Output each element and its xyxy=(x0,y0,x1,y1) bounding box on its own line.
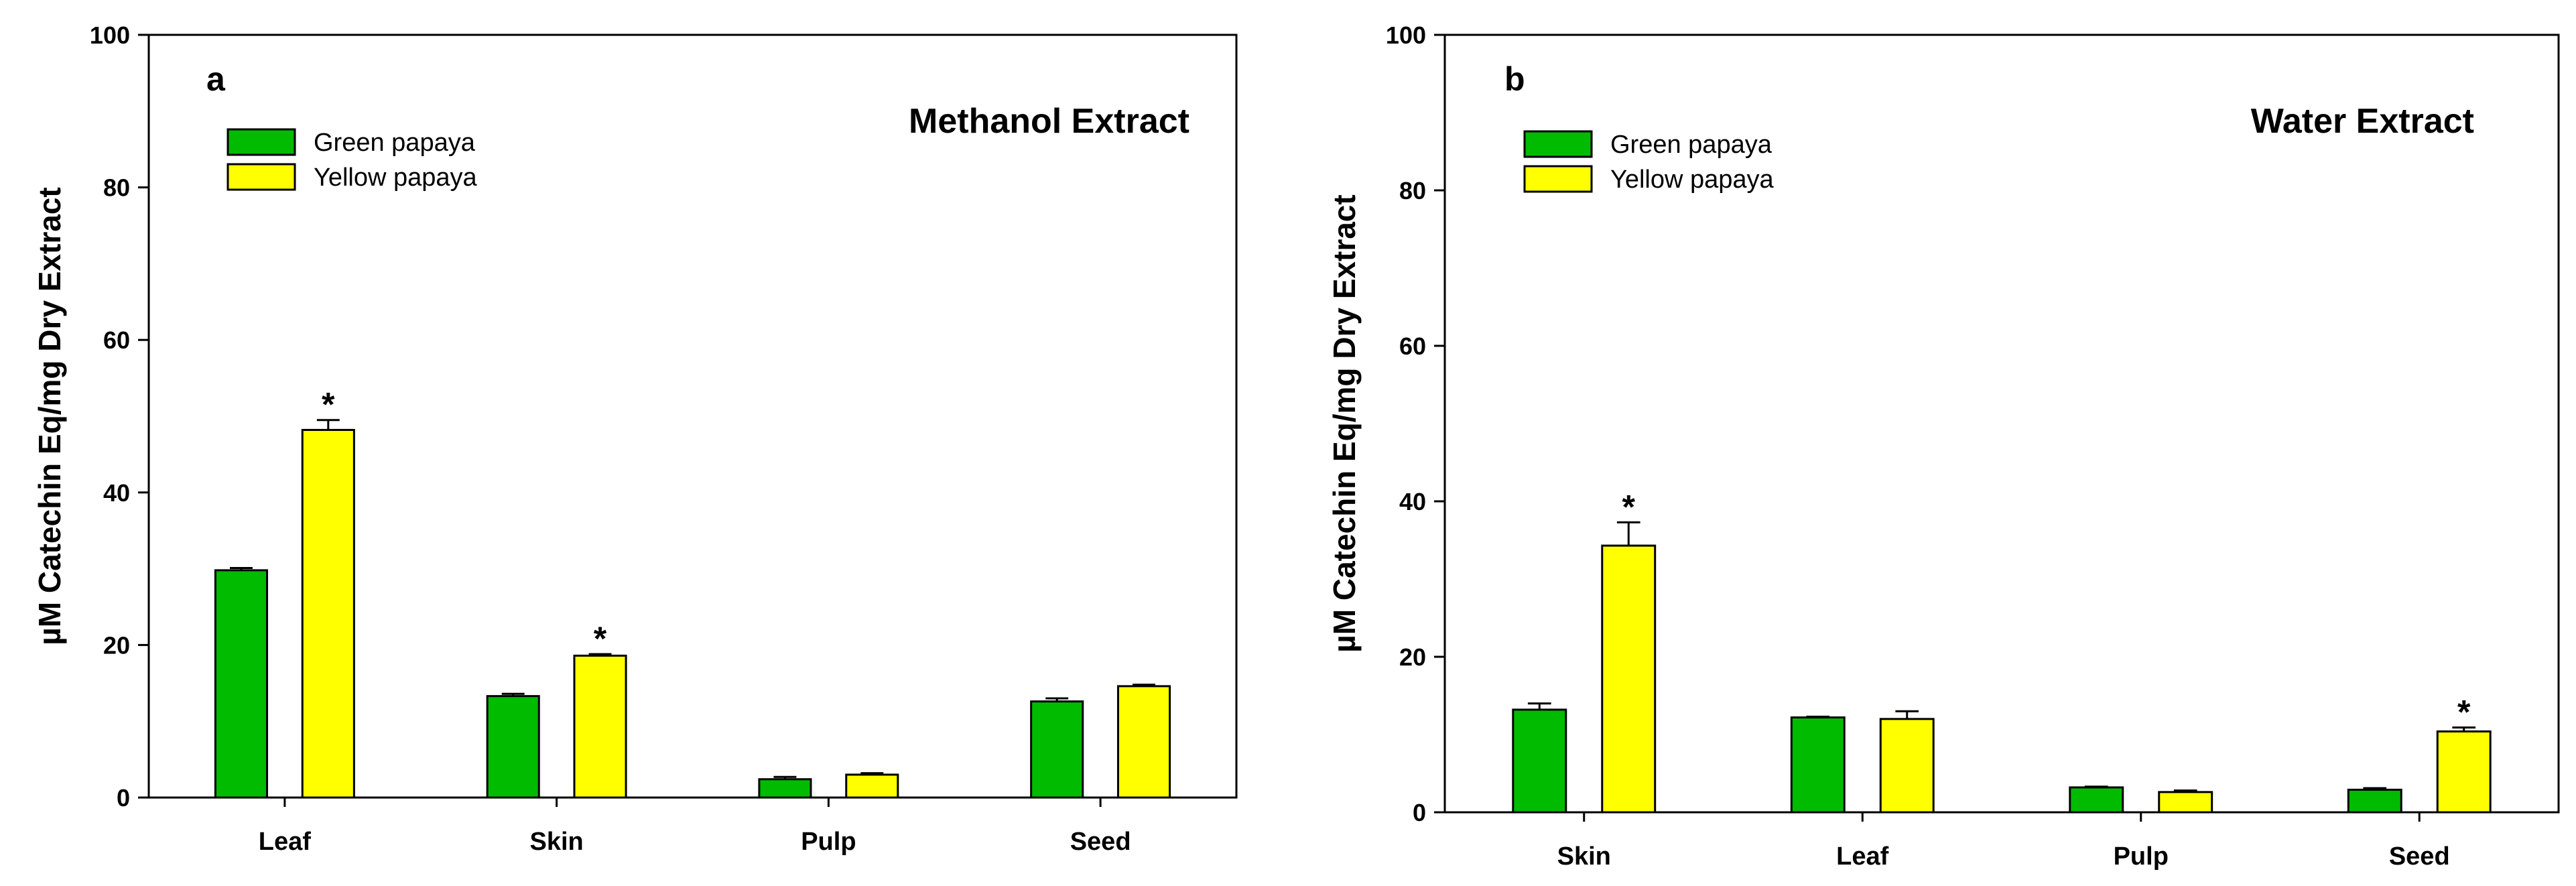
chart-panel-a: 0 20 40 60 80 100 µM Catechin Eq/mg Dry Extrac… xyxy=(32,21,1238,856)
chart-panel-b: 0 20 40 60 80 100 µM Catechin Eq/mg Dry Extrac… xyxy=(1327,21,2560,871)
panel-title: Methanol Extract xyxy=(909,102,1189,141)
bar xyxy=(1879,718,1935,814)
bar xyxy=(2069,786,2124,814)
significance-marker: * xyxy=(1622,488,1635,525)
significance-marker: * xyxy=(594,620,607,657)
bar xyxy=(301,428,355,799)
plot-frame xyxy=(1443,34,2560,814)
bar xyxy=(1601,544,1657,814)
bar xyxy=(758,778,812,799)
bar xyxy=(2158,791,2213,814)
x-tick-label: Pulp xyxy=(2114,842,2169,871)
significance-marker: * xyxy=(322,386,335,424)
legend-label: Green papaya xyxy=(1610,131,1773,159)
y-tick-label: 80 xyxy=(103,174,130,202)
y-tick-label: 80 xyxy=(1399,177,1426,204)
bar xyxy=(1790,716,1846,814)
x-tick-label: Leaf xyxy=(1836,842,1888,871)
y-tick-label: 40 xyxy=(103,479,130,507)
bar xyxy=(214,569,269,799)
panel-title: Water Extract xyxy=(2251,102,2474,141)
x-tick-label: Skin xyxy=(530,828,584,856)
y-tick-label: 100 xyxy=(90,21,130,49)
y-tick-label: 20 xyxy=(103,631,130,659)
x-tick-label: Skin xyxy=(1557,842,1611,871)
legend-swatch xyxy=(227,128,296,156)
plot-frame xyxy=(147,34,1238,799)
legend-label: Yellow papaya xyxy=(1610,166,1775,194)
y-axis-title: µM Catechin Eq/mg Dry Extract xyxy=(1327,194,1362,652)
legend-swatch xyxy=(227,163,296,191)
bar xyxy=(2347,788,2402,814)
y-tick-label: 0 xyxy=(1413,799,1426,826)
bar xyxy=(1116,685,1171,799)
bar xyxy=(486,695,540,799)
legend-swatch xyxy=(1523,130,1593,158)
x-tick-label: Seed xyxy=(1070,828,1131,856)
y-tick-label: 60 xyxy=(1399,332,1426,360)
y-tick-label: 100 xyxy=(1386,21,1426,49)
x-tick-label: Seed xyxy=(2389,842,2450,871)
bar xyxy=(1030,700,1084,799)
y-tick-label: 60 xyxy=(103,326,130,354)
bar xyxy=(845,773,899,799)
x-tick-label: Leaf xyxy=(259,828,311,856)
panel-letter: b xyxy=(1504,60,1525,98)
legend-swatch xyxy=(1523,165,1593,193)
x-tick-label: Pulp xyxy=(801,828,856,856)
significance-marker: * xyxy=(2457,694,2471,731)
y-tick-label: 20 xyxy=(1399,643,1426,671)
bar xyxy=(1512,708,1567,814)
legend-label: Green papaya xyxy=(314,129,476,157)
legend-label: Yellow papaya xyxy=(314,164,478,192)
y-axis-title: µM Catechin Eq/mg Dry Extract xyxy=(32,187,67,645)
y-tick-label: 40 xyxy=(1399,488,1426,515)
panel-letter: a xyxy=(206,60,226,98)
y-tick-label: 0 xyxy=(117,784,130,812)
bar xyxy=(573,654,627,799)
bar xyxy=(2436,730,2492,814)
